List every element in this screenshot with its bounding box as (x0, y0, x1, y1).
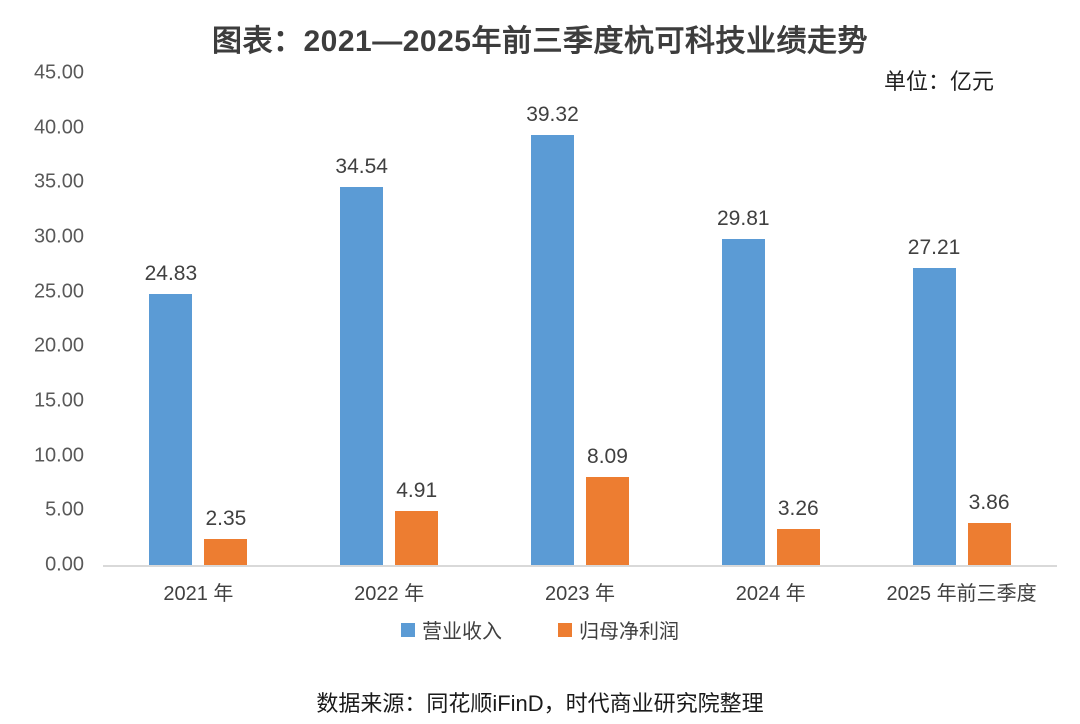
y-axis-label: 25.00 (33, 280, 84, 303)
unit-label: 单位：亿元 (883, 69, 994, 94)
y-axis-label: 35.00 (33, 170, 84, 193)
bar-group: 39.32 8.09 2023 年 (485, 73, 676, 605)
bar-value-label: 34.54 (335, 155, 388, 179)
source-note: 数据来源：同花顺iFinD，时代商业研究院整理 (316, 691, 764, 716)
bar-营业收入 (340, 187, 384, 565)
bar-value-label: 4.91 (396, 479, 438, 503)
bar-wrap: 3.26 (776, 497, 820, 565)
y-axis: 45.00 40.00 35.00 30.00 25.00 20.00 15.00 10.00… (0, 62, 84, 576)
bar-value-label: 8.09 (587, 444, 628, 468)
x-axis-label: 2023 年 (544, 583, 616, 605)
x-axis-label: 2025 年前三季度 (886, 583, 1037, 605)
bar-营业收入 (721, 239, 765, 565)
bar-wrap: 34.54 (335, 155, 388, 565)
bar-value-label: 3.86 (968, 490, 1010, 514)
bar-wrap: 29.81 (717, 207, 770, 565)
legend-label: 营业收入 (422, 621, 502, 643)
bar-归母净利润 (776, 529, 820, 565)
y-axis-label: 0.00 (45, 553, 84, 576)
bar-wrap: 4.91 (395, 479, 439, 565)
bar-归母净利润 (967, 522, 1011, 565)
y-axis-label: 30.00 (33, 225, 84, 248)
legend-item: 营业收入 (401, 615, 502, 644)
bar-wrap: 8.09 (585, 445, 629, 565)
bar-归母净利润 (585, 476, 629, 565)
x-axis-label: 2021 年 (163, 583, 234, 605)
bar-营业收入 (530, 135, 574, 565)
bar-wrap: 3.86 (967, 491, 1011, 565)
y-axis-label: 40.00 (33, 116, 84, 139)
plot-area: 24.83 2.35 2021 年 34.54 4.91 2022 年 39.32 8.09 2… (103, 73, 1057, 606)
bar-wrap: 39.32 (526, 103, 579, 565)
bar-归母净利润 (395, 511, 439, 565)
bar-value-label: 29.81 (717, 207, 770, 231)
chart-title: 图表：2021—2025年前三季度杭可科技业绩走势 (212, 25, 868, 58)
y-axis-label: 45.00 (33, 61, 84, 84)
bar-wrap: 2.35 (204, 507, 248, 565)
bar-营业收入 (912, 267, 956, 565)
legend-swatch (401, 622, 415, 637)
bar-group: 24.83 2.35 2021 年 (103, 73, 294, 605)
y-axis-label: 10.00 (33, 444, 84, 467)
bar-value-label: 27.21 (907, 235, 961, 259)
y-axis-label: 15.00 (33, 389, 84, 412)
x-axis-label: 2022 年 (354, 583, 425, 605)
legend-item: 归母净利润 (558, 615, 679, 644)
bar-value-label: 39.32 (526, 103, 579, 127)
legend-swatch (558, 622, 572, 637)
bar-group: 29.81 3.26 2024 年 (675, 73, 866, 605)
bar-value-label: 2.35 (205, 507, 247, 531)
y-axis-label: 20.00 (33, 334, 84, 357)
bar-wrap: 24.83 (145, 262, 197, 565)
bar-value-label: 3.26 (777, 497, 819, 521)
legend-label: 归母净利润 (579, 621, 679, 643)
y-axis-label: 5.00 (45, 498, 84, 521)
x-axis-label: 2024 年 (735, 583, 806, 605)
bar-value-label: 24.83 (144, 261, 198, 285)
bar-wrap: 27.21 (908, 236, 960, 565)
bar-归母净利润 (204, 539, 248, 565)
bar-营业收入 (149, 293, 193, 565)
legend: 营业收入 归母净利润 (0, 615, 1080, 644)
bar-group: 34.54 4.91 2022 年 (294, 73, 485, 605)
bar-group: 27.21 3.86 2025 年前三季度 (866, 73, 1057, 606)
